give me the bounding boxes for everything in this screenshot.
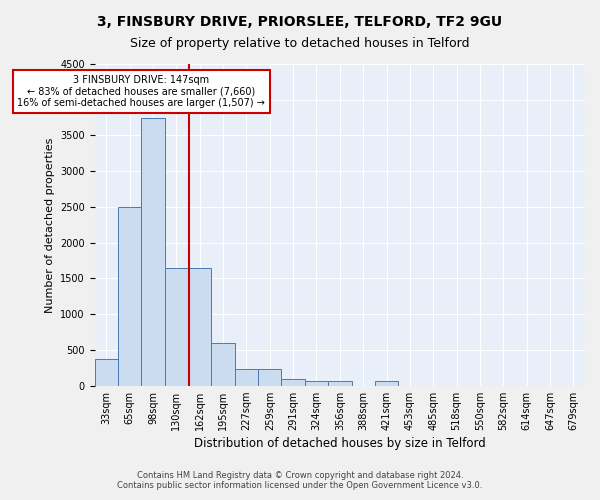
Bar	[165, 268, 188, 386]
X-axis label: Distribution of detached houses by size in Telford: Distribution of detached houses by size …	[194, 437, 486, 450]
Bar	[305, 382, 328, 386]
Bar	[235, 368, 258, 386]
Bar	[142, 118, 165, 386]
Bar	[328, 382, 352, 386]
Y-axis label: Number of detached properties: Number of detached properties	[44, 137, 55, 312]
Bar	[211, 343, 235, 386]
Text: 3 FINSBURY DRIVE: 147sqm
← 83% of detached houses are smaller (7,660)
16% of sem: 3 FINSBURY DRIVE: 147sqm ← 83% of detach…	[17, 74, 265, 108]
Bar	[375, 382, 398, 386]
Bar	[258, 368, 281, 386]
Bar	[281, 378, 305, 386]
Text: Contains HM Land Registry data © Crown copyright and database right 2024.
Contai: Contains HM Land Registry data © Crown c…	[118, 470, 482, 490]
Bar	[188, 268, 211, 386]
Bar	[118, 207, 142, 386]
Text: Size of property relative to detached houses in Telford: Size of property relative to detached ho…	[130, 38, 470, 51]
Text: 3, FINSBURY DRIVE, PRIORSLEE, TELFORD, TF2 9GU: 3, FINSBURY DRIVE, PRIORSLEE, TELFORD, T…	[97, 15, 503, 29]
Bar	[95, 359, 118, 386]
